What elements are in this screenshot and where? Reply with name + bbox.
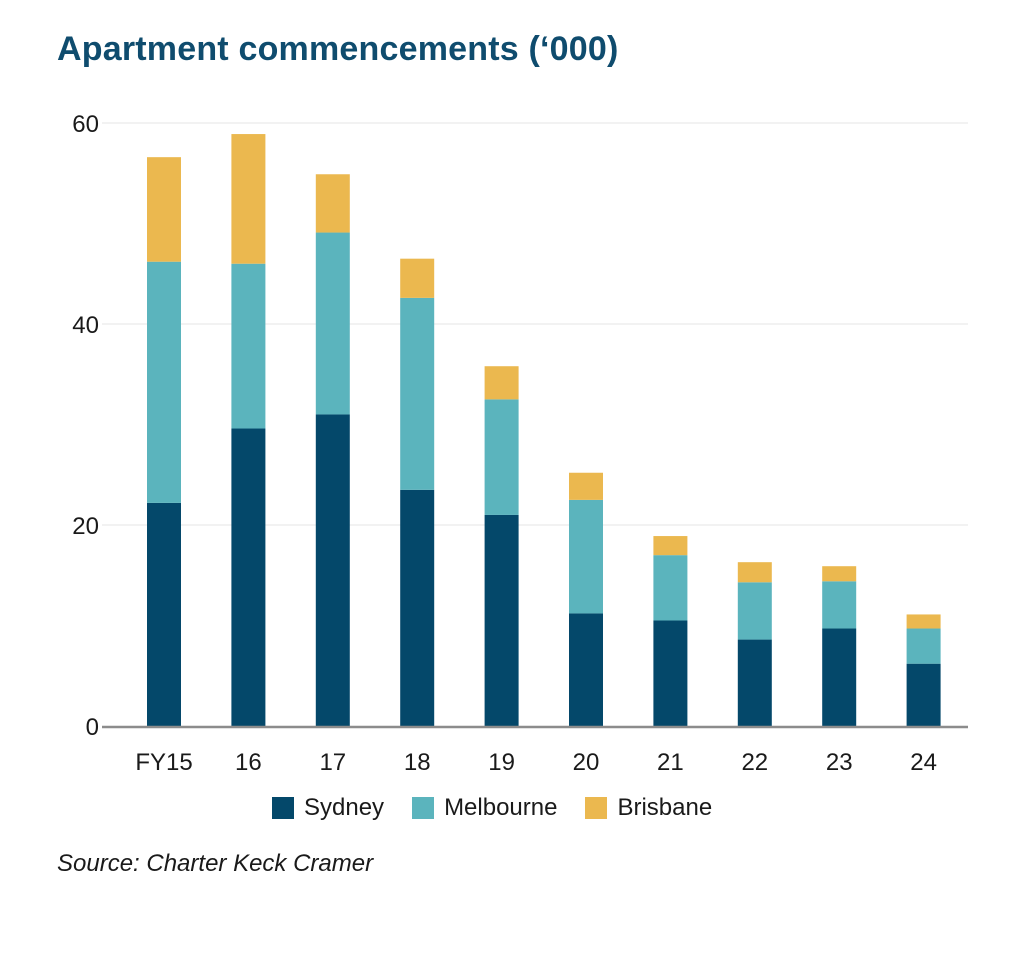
bar-brisbane xyxy=(231,134,266,264)
bar-brisbane xyxy=(822,566,857,582)
bar-brisbane xyxy=(569,472,603,500)
bar-sydney xyxy=(653,620,688,726)
bar-sydney xyxy=(906,663,941,726)
x-tick-label: 17 xyxy=(319,749,346,776)
bar-chart: 0 20 40 60 FY15 16 17 18 19 20 21 22 23 24 xyxy=(72,111,968,776)
chart-title: Apartment commencements (‘000) xyxy=(57,30,619,68)
x-tick-label: 20 xyxy=(573,749,600,776)
legend-label-melbourne: Melbourne xyxy=(444,794,558,821)
x-tick-label: 21 xyxy=(657,749,684,776)
x-tick-label: 23 xyxy=(826,749,853,776)
bar-sydney xyxy=(147,502,181,726)
y-tick-label: 60 xyxy=(72,111,99,138)
bar-brisbane xyxy=(400,258,435,298)
bar-brisbane xyxy=(147,157,181,262)
bar-melbourne xyxy=(147,261,181,503)
bar-melbourne xyxy=(653,555,688,621)
bar-brisbane xyxy=(653,536,688,556)
legend-label-sydney: Sydney xyxy=(304,794,385,821)
bar-melbourne xyxy=(822,581,857,629)
bar-sydney xyxy=(484,514,519,726)
y-axis-ticks: 0 20 40 60 xyxy=(72,111,99,741)
bar-sydney xyxy=(822,628,857,726)
bars xyxy=(147,134,941,726)
legend-item-sydney: Sydney xyxy=(272,794,384,822)
bar-melbourne xyxy=(569,499,603,614)
bar-brisbane xyxy=(906,614,941,629)
x-tick-label: 24 xyxy=(910,749,937,776)
x-tick-label: 18 xyxy=(404,749,431,776)
legend-item-brisbane: Brisbane xyxy=(585,794,712,822)
bar-sydney xyxy=(315,414,350,726)
legend-swatch-melbourne xyxy=(412,797,435,819)
x-axis-ticks: FY15 16 17 18 19 20 21 22 23 24 xyxy=(135,749,937,776)
x-tick-label: 22 xyxy=(741,749,768,776)
bar-melbourne xyxy=(400,297,435,490)
x-tick-label: 19 xyxy=(488,749,515,776)
bar-brisbane xyxy=(737,562,772,583)
legend: Sydney Melbourne Brisbane xyxy=(272,794,740,822)
bar-brisbane xyxy=(484,366,519,400)
x-tick-label: FY15 xyxy=(135,749,192,776)
bar-melbourne xyxy=(906,628,941,664)
y-tick-label: 20 xyxy=(72,513,99,540)
legend-label-brisbane: Brisbane xyxy=(617,794,713,821)
legend-swatch-brisbane xyxy=(585,797,608,819)
x-tick-label: 16 xyxy=(235,749,262,776)
bar-melbourne xyxy=(315,232,350,415)
bar-sydney xyxy=(231,428,266,726)
bar-melbourne xyxy=(484,399,519,515)
y-tick-label: 40 xyxy=(72,312,99,339)
legend-item-melbourne: Melbourne xyxy=(412,794,557,822)
legend-swatch-sydney xyxy=(272,797,294,819)
bar-sydney xyxy=(569,613,603,726)
source-note: Source: Charter Keck Cramer xyxy=(57,850,374,877)
bar-brisbane xyxy=(315,174,350,233)
bar-sydney xyxy=(400,489,435,726)
y-tick-label: 0 xyxy=(86,714,99,741)
bar-melbourne xyxy=(231,263,266,429)
bar-sydney xyxy=(737,639,772,726)
bar-melbourne xyxy=(737,582,772,640)
